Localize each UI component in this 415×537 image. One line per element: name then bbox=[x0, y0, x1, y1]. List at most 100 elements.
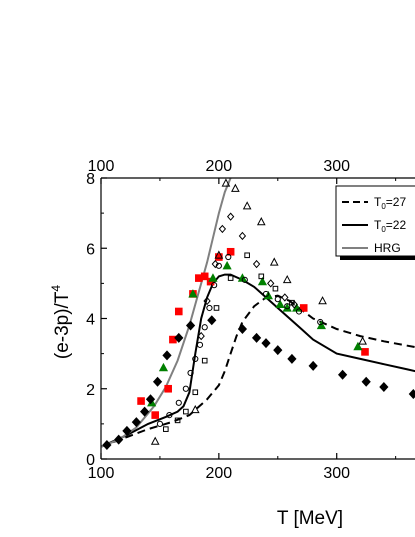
data-point-s5-3 bbox=[182, 385, 189, 392]
data-point-s6-8 bbox=[258, 273, 265, 280]
legend-label-0: T0=27 bbox=[374, 195, 406, 211]
data-point-s2-12 bbox=[251, 332, 262, 343]
data-point-s6-10 bbox=[289, 299, 295, 306]
data-point-s4-1 bbox=[203, 296, 211, 306]
data-point-s0-6 bbox=[195, 274, 203, 282]
data-point-s1-2 bbox=[188, 289, 198, 298]
data-point-s1-10 bbox=[292, 303, 302, 312]
y-tick-label-2: 4 bbox=[86, 312, 95, 329]
y-tick-label-1: 2 bbox=[86, 382, 95, 399]
data-point-s5-5 bbox=[192, 355, 199, 362]
data-point-s2-5 bbox=[145, 394, 156, 405]
data-markers bbox=[102, 178, 415, 450]
curve-0 bbox=[101, 294, 415, 448]
y-axis-title: (e-3p)/T4 bbox=[49, 285, 73, 360]
legend-label-main: T bbox=[374, 218, 382, 232]
data-point-s6-3 bbox=[192, 389, 199, 396]
data-point-s5-0 bbox=[156, 420, 164, 427]
data-point-s2-11 bbox=[237, 324, 248, 335]
data-point-s2-2 bbox=[122, 425, 132, 436]
data-point-s3-8 bbox=[282, 274, 292, 284]
data-point-s5-7 bbox=[201, 324, 208, 331]
data-point-s0-0 bbox=[137, 397, 145, 405]
data-point-s2-1 bbox=[114, 434, 124, 445]
y-tick-label-4: 8 bbox=[86, 171, 95, 188]
data-point-s3-3 bbox=[221, 178, 231, 187]
data-point-s2-0 bbox=[102, 439, 112, 450]
data-point-s0-12 bbox=[361, 348, 369, 356]
data-point-s5-13 bbox=[262, 290, 270, 298]
x-tick-label-1: 200 bbox=[206, 465, 233, 482]
data-point-s6-2 bbox=[183, 408, 189, 415]
data-point-s0-4 bbox=[174, 307, 183, 316]
data-point-s3-2 bbox=[214, 250, 224, 259]
data-point-s5-2 bbox=[175, 399, 182, 406]
data-point-s4-9 bbox=[290, 300, 298, 309]
data-point-s5-9 bbox=[211, 282, 218, 289]
data-point-s0-9 bbox=[215, 253, 223, 261]
data-point-s4-6 bbox=[252, 259, 261, 269]
data-point-s1-8 bbox=[275, 299, 285, 309]
data-point-s2-10 bbox=[207, 315, 217, 326]
data-point-s5-4 bbox=[187, 369, 194, 377]
y-tick-label-3: 6 bbox=[86, 241, 95, 258]
data-point-s1-9 bbox=[282, 303, 292, 312]
legend-label-main: HRG bbox=[374, 241, 401, 255]
curve-2 bbox=[101, 178, 232, 448]
data-point-s5-1 bbox=[166, 411, 173, 419]
data-point-s6-9 bbox=[272, 285, 279, 292]
legend-label-main: T bbox=[374, 195, 382, 209]
data-point-s1-11 bbox=[316, 320, 326, 330]
data-point-s6-5 bbox=[213, 305, 220, 311]
data-point-s2-8 bbox=[174, 332, 184, 343]
data-point-s3-1 bbox=[190, 404, 200, 414]
data-point-s2-17 bbox=[338, 369, 348, 380]
top-tick-label-2: 300 bbox=[323, 158, 350, 175]
legend-label-2: HRG bbox=[374, 241, 401, 255]
data-point-s0-11 bbox=[299, 304, 308, 312]
data-point-s6-4 bbox=[201, 357, 208, 364]
x-tick-label-0: 100 bbox=[88, 465, 115, 482]
data-point-s2-20 bbox=[408, 389, 415, 400]
data-point-s4-8 bbox=[281, 293, 289, 302]
data-point-s0-10 bbox=[226, 247, 235, 256]
data-point-s4-5 bbox=[238, 231, 247, 241]
legend-label-1: T0=22 bbox=[374, 218, 406, 234]
curve-1 bbox=[101, 273, 415, 448]
y-tick-label-0: 0 bbox=[86, 452, 95, 469]
data-point-s2-19 bbox=[379, 381, 389, 392]
data-point-s3-9 bbox=[318, 296, 327, 305]
data-point-s3-7 bbox=[269, 257, 279, 266]
data-point-s4-0 bbox=[197, 331, 205, 341]
data-point-s1-5 bbox=[237, 273, 248, 282]
data-point-s2-16 bbox=[308, 360, 318, 371]
data-point-s6-6 bbox=[227, 275, 234, 281]
data-point-s2-7 bbox=[162, 350, 172, 361]
data-point-s4-3 bbox=[218, 224, 227, 234]
data-point-s2-4 bbox=[140, 406, 150, 417]
data-point-s4-4 bbox=[226, 212, 235, 221]
data-point-s2-6 bbox=[152, 376, 163, 387]
x-tick-label-2: 300 bbox=[323, 465, 350, 482]
data-point-s6-1 bbox=[174, 417, 181, 424]
data-point-s1-12 bbox=[353, 341, 363, 351]
data-point-s5-12 bbox=[241, 276, 248, 283]
data-point-s2-9 bbox=[185, 320, 196, 331]
data-point-s2-13 bbox=[261, 338, 271, 349]
data-point-s0-7 bbox=[200, 272, 209, 281]
legend-label-value: =27 bbox=[386, 195, 407, 209]
data-point-s5-14 bbox=[274, 296, 281, 303]
legend-label-subscript: 0 bbox=[381, 202, 386, 211]
data-point-s5-17 bbox=[317, 318, 324, 326]
data-point-s3-10 bbox=[358, 336, 367, 345]
y-axis-title-superscript: 4 bbox=[49, 285, 63, 292]
data-point-s5-6 bbox=[196, 341, 204, 348]
data-point-s2-14 bbox=[273, 345, 283, 356]
data-point-s5-16 bbox=[295, 308, 303, 315]
data-point-s3-0 bbox=[150, 436, 160, 445]
data-point-s6-7 bbox=[244, 252, 250, 259]
legend-box bbox=[335, 185, 415, 257]
data-point-s5-10 bbox=[215, 262, 222, 269]
